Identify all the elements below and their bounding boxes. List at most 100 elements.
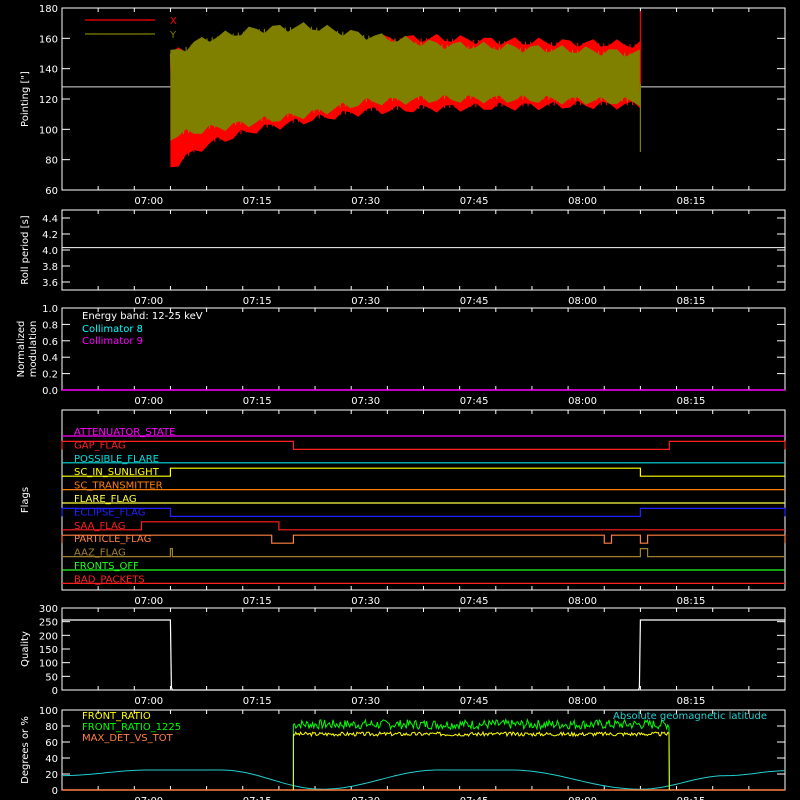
x-tick-label: 08:15 <box>677 596 706 607</box>
legend-label-latitude: Absolute geomagnetic latitude <box>613 711 767 722</box>
y-tick-label: 40 <box>45 754 58 765</box>
front-ratio-line <box>292 730 670 791</box>
y-tick-label: 120 <box>39 95 58 106</box>
y-tick-label: 4.2 <box>42 230 58 241</box>
flag-attenuator-state-label: ATTENUATOR_STATE <box>74 427 175 438</box>
y-tick-label: 100 <box>39 706 58 717</box>
x-tick-label: 07:30 <box>351 396 380 407</box>
x-tick-label: 07:00 <box>134 396 163 407</box>
panel-pointing: 07:00 07:15 07:30 07:45 08:00 08:15 60 80 100 120… <box>20 4 786 207</box>
x-tick-label: 07:15 <box>243 196 272 207</box>
x-tick-label: 07:30 <box>351 196 380 207</box>
x-tick-label: 07:15 <box>243 796 272 800</box>
quality-line <box>62 619 785 691</box>
flag-aaz-flag-label: AAZ_FLAG <box>74 548 126 559</box>
y-tick-label: 160 <box>39 34 58 45</box>
flag-sc-in-sunlight-label: SC_IN_SUNLIGHT <box>74 467 160 478</box>
x-tick-label: 08:00 <box>568 696 597 707</box>
x-tick-label: 08:15 <box>677 196 706 207</box>
y-tick-label: 20 <box>45 770 58 781</box>
x-tick-label: 07:45 <box>460 396 489 407</box>
y-tick-label: 0.0 <box>42 386 58 397</box>
y-tick-label: 140 <box>39 65 58 76</box>
y-tick-label: 80 <box>45 722 58 733</box>
x-tick-label: 07:45 <box>460 796 489 800</box>
x-tick-label: 07:00 <box>134 296 163 307</box>
flag-eclipse-flag-line <box>61 507 786 518</box>
y-tick-label: 3.8 <box>42 262 58 273</box>
y-tick-label: 200 <box>39 631 58 642</box>
legend-label-collimator-9: Collimator 9 <box>82 336 143 347</box>
x-tick-label: 07:00 <box>134 696 163 707</box>
series-y-line <box>169 26 641 137</box>
panel-quality: 07:00 07:15 07:30 07:45 08:00 08:15 0 50 100 150 2… <box>20 604 786 707</box>
y-axis-label: Quality <box>20 631 31 667</box>
x-tick-label: 08:00 <box>568 796 597 800</box>
x-tick-label: 07:00 <box>134 796 163 800</box>
flag-sc-in-sunlight-line <box>62 467 785 477</box>
flag-flare-flag-label: FLARE_FLAG <box>74 494 137 505</box>
x-tick-label: 08:00 <box>568 196 597 207</box>
x-tick-label: 07:30 <box>351 696 380 707</box>
x-tick-label: 08:15 <box>677 296 706 307</box>
x-tick-label: 07:45 <box>460 696 489 707</box>
x-tick-label: 07:30 <box>351 796 380 800</box>
front-ratio-1225-line <box>292 717 670 791</box>
legend-label-max-det-vs-tot: MAX_DET_VS_TOT <box>82 733 174 744</box>
x-tick-label: 07:00 <box>134 596 163 607</box>
y-tick-label: 0.4 <box>42 353 58 364</box>
panel-flags: 07:00 07:15 07:30 07:45 08:00 08:15 Flags ATTEN… <box>20 409 786 607</box>
panel-ratios: 07:00 07:15 07:30 07:45 08:00 08:15 0 20 40 60 80 1… <box>20 706 786 800</box>
x-tick-label: 07:15 <box>243 696 272 707</box>
y-tick-label: 0.6 <box>42 337 58 348</box>
energy-band-label: Energy band: 12-25 keV <box>82 311 203 322</box>
y-axis-label: Roll period [s] <box>20 215 31 284</box>
y-tick-label: 0 <box>52 786 58 797</box>
legend-label-front-ratio: FRONT_RATIO <box>82 711 151 722</box>
y-tick-label: 80 <box>45 156 58 167</box>
panel-roll: 07:00 07:15 07:30 07:45 08:00 08:15 3.6 3.8 4.0 4… <box>20 209 786 307</box>
y-tick-label: 60 <box>45 186 58 197</box>
y-axis-label: Pointing ["] <box>20 71 31 127</box>
y-tick-label: 4.0 <box>42 246 58 257</box>
y-tick-label: 150 <box>39 645 58 656</box>
x-tick-label: 08:00 <box>568 396 597 407</box>
x-tick-label: 08:15 <box>677 796 706 800</box>
x-tick-label: 07:45 <box>460 296 489 307</box>
y-tick-label: 180 <box>39 4 58 15</box>
flag-bad-packets-label: BAD_PACKETS <box>74 574 145 585</box>
x-tick-label: 07:00 <box>134 196 163 207</box>
legend-label-y: Y <box>169 30 177 41</box>
x-tick-label: 07:45 <box>460 196 489 207</box>
flag-saa-flag-label: SAA_FLAG <box>74 521 125 532</box>
x-tick-label: 07:30 <box>351 596 380 607</box>
flag-saa-flag-line <box>62 521 785 531</box>
flag-particle-flag-line <box>61 534 786 544</box>
y-tick-label: 0.8 <box>42 320 58 331</box>
legend-label-collimator-8: Collimator 8 <box>82 324 143 335</box>
y-tick-label: 4.4 <box>42 214 58 225</box>
flag-sc-transmitter-label: SC_TRANSMITTER <box>74 481 163 492</box>
x-tick-label: 07:30 <box>351 296 380 307</box>
x-tick-label: 07:45 <box>460 596 489 607</box>
y-axis-label: modulation <box>28 321 39 378</box>
y-axis-label: Normalized <box>16 321 27 378</box>
panel-modulation: 07:00 07:15 07:30 07:45 08:00 08:15 0.0 0.2 0.4 0… <box>16 304 786 407</box>
x-tick-label: 07:15 <box>243 396 272 407</box>
flag-eclipse-flag-label: ECLIPSE_FLAG <box>74 507 145 518</box>
y-tick-label: 100 <box>39 125 58 136</box>
y-tick-label: 3.6 <box>42 278 58 289</box>
flag-gap-flag-line <box>61 440 786 450</box>
x-tick-label: 08:15 <box>677 396 706 407</box>
x-tick-label: 07:15 <box>243 296 272 307</box>
legend-label-x: X <box>170 16 177 27</box>
y-tick-label: 250 <box>39 618 58 629</box>
y-tick-label: 100 <box>39 659 58 670</box>
latitude-line <box>62 769 785 790</box>
x-tick-label: 07:15 <box>243 596 272 607</box>
y-tick-label: 0 <box>52 686 58 697</box>
y-tick-label: 50 <box>45 672 58 683</box>
flag-aaz-flag-line <box>62 547 785 558</box>
flag-gap-flag-label: GAP_FLAG <box>74 440 126 451</box>
